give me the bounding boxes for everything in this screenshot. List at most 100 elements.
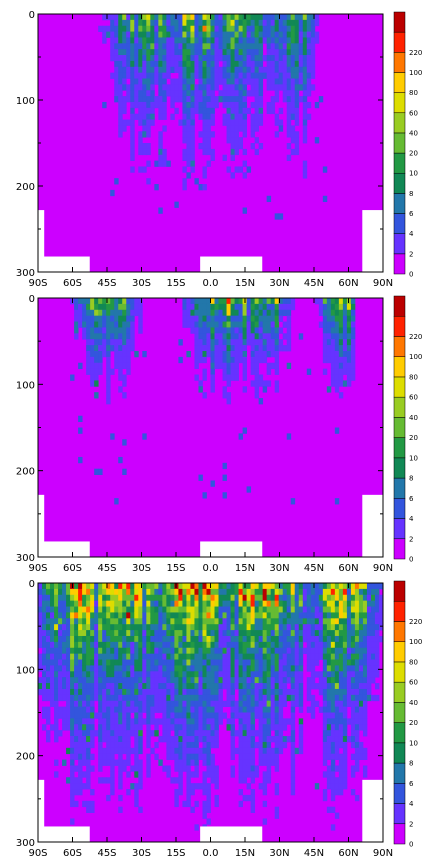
heatmap-cell xyxy=(42,594,47,602)
heatmap-cell xyxy=(194,824,199,831)
heatmap-cell xyxy=(186,172,191,179)
heatmap-cell xyxy=(274,718,280,725)
heatmap-cell xyxy=(314,101,320,109)
heatmap-cell xyxy=(314,671,320,678)
heatmap-cell xyxy=(118,665,123,672)
heatmap-cell xyxy=(166,718,171,725)
heatmap-cell xyxy=(254,148,260,156)
heatmap-cell xyxy=(70,588,75,596)
heatmap-cell xyxy=(350,683,356,690)
heatmap-cell xyxy=(170,724,175,731)
heatmap-cell xyxy=(118,806,123,813)
heatmap-cell xyxy=(266,594,272,602)
heatmap-cell xyxy=(142,72,147,79)
heatmap-cell xyxy=(62,706,67,713)
heatmap-cell xyxy=(126,635,131,643)
heatmap-cell xyxy=(314,31,320,38)
heatmap-cell xyxy=(226,683,231,690)
heatmap-cell xyxy=(262,688,268,696)
heatmap-cell xyxy=(166,694,171,702)
heatmap-cell xyxy=(38,583,43,590)
heatmap-cell xyxy=(126,339,131,346)
heatmap-cell xyxy=(102,345,107,352)
heatmap-cell xyxy=(354,653,360,660)
heatmap-cell xyxy=(178,677,183,684)
heatmap-cell xyxy=(238,688,243,696)
heatmap-cell xyxy=(138,72,143,79)
heatmap-cell xyxy=(254,688,260,696)
heatmap-cell xyxy=(262,588,268,596)
heatmap-cell xyxy=(370,583,376,590)
heatmap-cell xyxy=(78,641,83,649)
heatmap-cell xyxy=(186,25,191,32)
heatmap-cell xyxy=(98,677,103,684)
heatmap-cell xyxy=(206,96,211,103)
heatmap-cell xyxy=(190,84,195,91)
heatmap-cell xyxy=(278,683,284,690)
colorbar-label: 10 xyxy=(409,454,418,462)
heatmap-cell xyxy=(278,72,284,79)
heatmap-cell xyxy=(78,753,83,760)
heatmap-cell xyxy=(110,333,115,340)
heatmap-cell xyxy=(326,333,332,340)
heatmap-cell xyxy=(154,694,159,702)
heatmap-cell xyxy=(246,72,252,79)
heatmap-cell xyxy=(298,635,304,643)
heatmap-cell xyxy=(102,677,107,684)
heatmap-cell xyxy=(206,624,211,631)
heatmap-cell xyxy=(266,327,272,334)
colorbar-label: 40 xyxy=(409,699,418,707)
heatmap-cell xyxy=(114,683,119,690)
heatmap-cell xyxy=(118,101,123,109)
heatmap-cell xyxy=(238,771,243,778)
heatmap-cell xyxy=(322,195,328,203)
heatmap-cell xyxy=(178,783,183,790)
heatmap-cell xyxy=(150,647,155,655)
heatmap-cell xyxy=(262,583,268,590)
heatmap-cell xyxy=(158,647,163,655)
heatmap-cell xyxy=(134,653,139,660)
heatmap-cell xyxy=(82,700,87,708)
heatmap-cell xyxy=(222,647,227,655)
heatmap-cell xyxy=(54,653,59,660)
heatmap-cell xyxy=(330,712,336,719)
heatmap-cell xyxy=(286,671,292,678)
colorbar-label: 80 xyxy=(409,89,418,97)
heatmap-cell xyxy=(290,724,296,731)
heatmap-cell xyxy=(346,677,352,684)
heatmap-cell xyxy=(150,19,155,27)
heatmap-cell xyxy=(326,356,332,364)
heatmap-cell xyxy=(290,594,296,602)
heatmap-cell xyxy=(110,741,115,749)
heatmap-cell xyxy=(142,125,147,132)
heatmap-cell xyxy=(306,25,312,32)
heatmap-cell xyxy=(230,700,235,708)
heatmap-cell xyxy=(182,677,187,684)
heatmap-cell xyxy=(198,730,203,737)
heatmap-cell xyxy=(286,154,292,161)
heatmap-cell xyxy=(138,771,143,778)
heatmap-cell xyxy=(114,19,119,27)
x-tick-label: 60S xyxy=(63,278,82,289)
heatmap-cell xyxy=(50,647,55,655)
heatmap-cell xyxy=(274,66,280,74)
heatmap-cell xyxy=(174,624,179,631)
heatmap-cell xyxy=(246,671,252,678)
x-tick-label: 30N xyxy=(269,848,289,859)
heatmap-cell xyxy=(250,665,256,672)
heatmap-cell xyxy=(158,671,163,678)
heatmap-cell xyxy=(234,19,239,27)
heatmap-cell xyxy=(126,683,131,690)
heatmap-cell xyxy=(234,113,239,120)
heatmap-cell xyxy=(90,380,95,387)
heatmap-cell xyxy=(326,700,332,708)
heatmap-cell xyxy=(290,694,296,702)
heatmap-cell xyxy=(98,345,103,352)
heatmap-cell xyxy=(226,356,231,364)
heatmap-cell xyxy=(190,806,195,813)
heatmap-cell xyxy=(194,72,199,79)
heatmap-cell xyxy=(82,583,87,590)
heatmap-cell xyxy=(194,618,199,625)
heatmap-cell xyxy=(190,66,195,74)
heatmap-cell xyxy=(126,362,131,370)
